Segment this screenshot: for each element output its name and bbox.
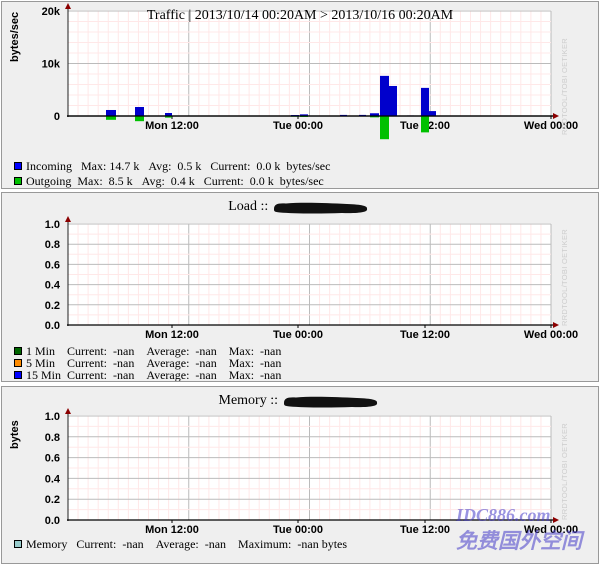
svg-text:Tue 12:00: Tue 12:00 [400,524,450,536]
svg-text:Mon 12:00: Mon 12:00 [145,120,199,132]
svg-text:0.4: 0.4 [45,280,61,292]
svg-text:0.6: 0.6 [45,259,60,271]
svg-text:0.8: 0.8 [45,432,60,444]
svg-text:1.0: 1.0 [45,219,60,231]
svg-text:1.0: 1.0 [45,411,60,423]
svg-text:Wed 00:00: Wed 00:00 [524,329,578,341]
svg-text:Wed 00:00: Wed 00:00 [524,524,578,536]
svg-text:Tue 12:00: Tue 12:00 [400,329,450,341]
svg-text:0.8: 0.8 [45,239,60,251]
svg-text:Wed 00:00: Wed 00:00 [524,120,578,132]
svg-text:Mon 12:00: Mon 12:00 [145,524,199,536]
svg-text:0.2: 0.2 [45,494,60,506]
svg-text:Mon 12:00: Mon 12:00 [145,329,199,341]
svg-text:0.6: 0.6 [45,453,60,465]
svg-text:Tue 00:00: Tue 00:00 [273,524,323,536]
svg-text:0.4: 0.4 [45,473,61,485]
svg-text:0: 0 [54,111,60,123]
svg-text:0.2: 0.2 [45,300,60,312]
svg-text:Tue 00:00: Tue 00:00 [273,329,323,341]
svg-text:Tue 00:00: Tue 00:00 [273,120,323,132]
svg-text:0.0: 0.0 [45,515,60,527]
svg-text:10k: 10k [42,59,61,71]
svg-text:0.0: 0.0 [45,320,60,332]
